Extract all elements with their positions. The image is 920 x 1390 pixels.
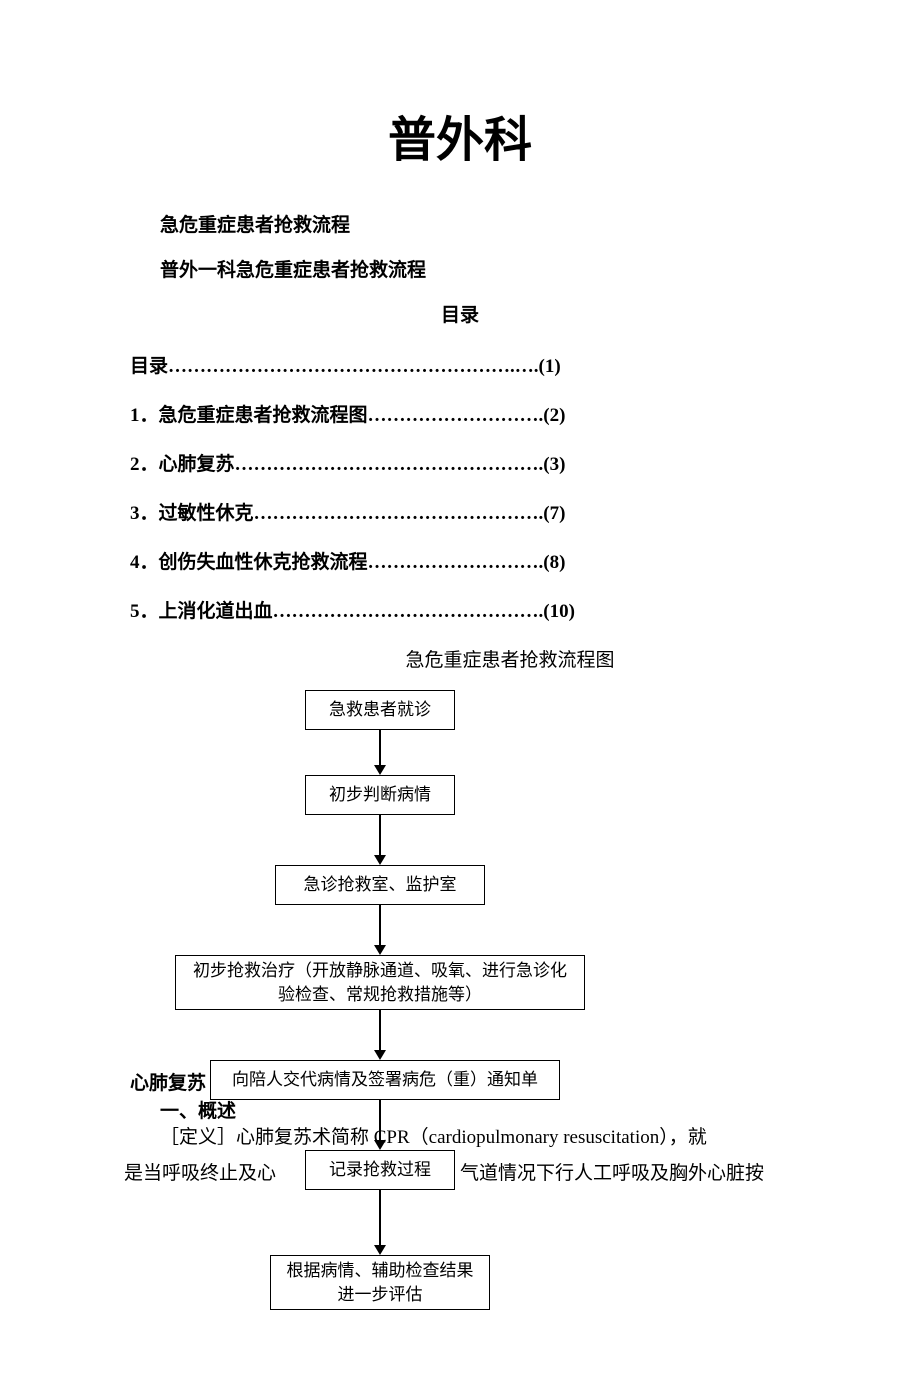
body-line-1: ［定义］心肺复苏术简称 CPR（cardiopulmonary resuscit…: [160, 1124, 707, 1153]
subtitle-1: 急危重症患者抢救流程: [160, 210, 790, 237]
flow-node-6: 记录抢救过程: [305, 1150, 455, 1190]
toc-line-2: 2．心肺复苏………………………………………….(3): [130, 449, 790, 476]
subtitle-2: 普外一科急危重症患者抢救流程: [160, 255, 790, 282]
section-sub-cpr: 一、概述: [160, 1096, 236, 1123]
body-line-2a: 是当呼吸终止及心: [124, 1160, 276, 1189]
flow-node-4: 初步抢救治疗（开放静脉通道、吸氧、进行急诊化验检查、常规抢救措施等）: [175, 955, 585, 1010]
toc-line-0: 目录……………………………………………….….(1): [130, 351, 790, 378]
flow-node-5: 向陪人交代病情及签署病危（重）通知单: [210, 1060, 560, 1100]
flow-node-1: 急救患者就诊: [305, 690, 455, 730]
document-page: 普外科 急危重症患者抢救流程 普外一科急危重症患者抢救流程 目录 目录………………: [0, 0, 920, 1302]
body-line-2b: 气道情况下行人工呼吸及胸外心脏按: [460, 1160, 764, 1189]
main-title: 普外科: [130, 100, 790, 170]
toc-line-3: 3．过敏性休克……………………………………….(7): [130, 498, 790, 525]
section-heading-cpr: 心肺复苏: [130, 1068, 206, 1095]
flow-node-2: 初步判断病情: [305, 775, 455, 815]
toc-line-5: 5．上消化道出血…………………………………….(10): [130, 596, 790, 623]
flow-node-3: 急诊抢救室、监护室: [275, 865, 485, 905]
toc-title: 目录: [130, 300, 790, 327]
toc-line-4: 4．创伤失血性休克抢救流程……………………….(8): [130, 547, 790, 574]
flowchart-title: 急危重症患者抢救流程图: [230, 645, 790, 672]
toc-line-1: 1．急危重症患者抢救流程图……………………….(2): [130, 400, 790, 427]
flowchart: 急救患者就诊初步判断病情急诊抢救室、监护室初步抢救治疗（开放静脉通道、吸氧、进行…: [130, 690, 790, 1390]
